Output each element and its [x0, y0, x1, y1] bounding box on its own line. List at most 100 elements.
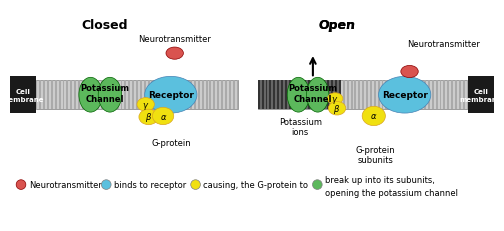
Bar [167, 81, 169, 110]
Ellipse shape [152, 108, 174, 125]
Bar [296, 81, 298, 110]
Bar [320, 81, 322, 110]
Text: Potassium
Channel: Potassium Channel [81, 83, 130, 103]
Bar [113, 81, 115, 110]
Bar [339, 81, 341, 110]
Bar [258, 81, 340, 110]
Bar [285, 81, 287, 110]
Ellipse shape [191, 180, 201, 190]
Bar [300, 81, 302, 110]
Bar [335, 81, 337, 110]
Text: Open: Open [319, 18, 355, 31]
Bar [74, 81, 76, 110]
Bar [397, 81, 399, 110]
Bar [258, 81, 260, 110]
Bar [347, 81, 349, 110]
Bar [366, 81, 368, 110]
Bar [393, 81, 395, 110]
Bar [258, 81, 260, 110]
Ellipse shape [101, 180, 111, 190]
Bar [90, 81, 92, 110]
Text: β: β [145, 113, 150, 122]
Text: α: α [160, 113, 166, 122]
Ellipse shape [137, 98, 154, 112]
Bar [331, 81, 333, 110]
Bar [435, 81, 437, 110]
Bar [424, 81, 426, 110]
Bar [233, 81, 234, 110]
Text: Neurotransmitter: Neurotransmitter [407, 40, 480, 49]
Bar [198, 81, 200, 110]
Bar [262, 81, 264, 110]
Bar [120, 81, 122, 110]
Text: Receptor: Receptor [148, 91, 194, 100]
Ellipse shape [328, 93, 343, 105]
Bar [432, 81, 434, 110]
Ellipse shape [79, 78, 102, 113]
Bar [175, 81, 176, 110]
Bar [273, 81, 275, 110]
Bar [155, 81, 157, 110]
Bar [47, 81, 49, 110]
Bar [289, 81, 291, 110]
Bar [58, 81, 60, 110]
Bar [420, 81, 422, 110]
Bar [335, 81, 337, 110]
Bar [194, 81, 196, 110]
Bar [210, 81, 211, 110]
Bar [206, 81, 208, 110]
Bar [451, 81, 453, 110]
Bar [67, 81, 69, 110]
Bar [289, 81, 291, 110]
Bar [101, 81, 103, 110]
Ellipse shape [287, 78, 309, 113]
Bar [324, 81, 326, 110]
Bar [186, 81, 188, 110]
Bar [109, 81, 111, 110]
Bar [273, 81, 275, 110]
Ellipse shape [362, 107, 386, 126]
Bar [308, 81, 310, 110]
Bar [270, 81, 271, 110]
Ellipse shape [166, 48, 183, 60]
Bar [78, 81, 80, 110]
Bar [312, 81, 314, 110]
Text: binds to receptor: binds to receptor [114, 180, 186, 189]
Bar [55, 81, 57, 110]
Bar [467, 81, 469, 110]
Bar [262, 81, 264, 110]
Bar [129, 81, 130, 110]
Bar [331, 81, 333, 110]
Text: β: β [334, 104, 339, 113]
Bar [439, 81, 442, 110]
Bar [463, 81, 465, 110]
Bar [132, 81, 134, 110]
Ellipse shape [328, 102, 346, 116]
Bar [182, 81, 184, 110]
Bar [159, 81, 161, 110]
Bar [389, 81, 391, 110]
Bar [328, 81, 329, 110]
Bar [304, 81, 306, 110]
Bar [266, 81, 268, 110]
Bar [190, 81, 192, 110]
FancyBboxPatch shape [258, 81, 469, 110]
Bar [281, 81, 283, 110]
Text: Open: Open [319, 18, 355, 31]
Bar [351, 81, 352, 110]
Ellipse shape [16, 180, 26, 190]
Bar [412, 81, 414, 110]
Bar [213, 81, 215, 110]
Bar [285, 81, 287, 110]
Text: Cell
membrane: Cell membrane [460, 88, 502, 102]
Bar [409, 81, 410, 110]
Bar [316, 81, 318, 110]
Bar [339, 81, 341, 110]
Bar [382, 81, 384, 110]
Bar [304, 81, 306, 110]
Ellipse shape [306, 78, 329, 113]
Bar [281, 81, 283, 110]
Bar [225, 81, 227, 110]
Bar [136, 81, 138, 110]
Bar [293, 81, 294, 110]
